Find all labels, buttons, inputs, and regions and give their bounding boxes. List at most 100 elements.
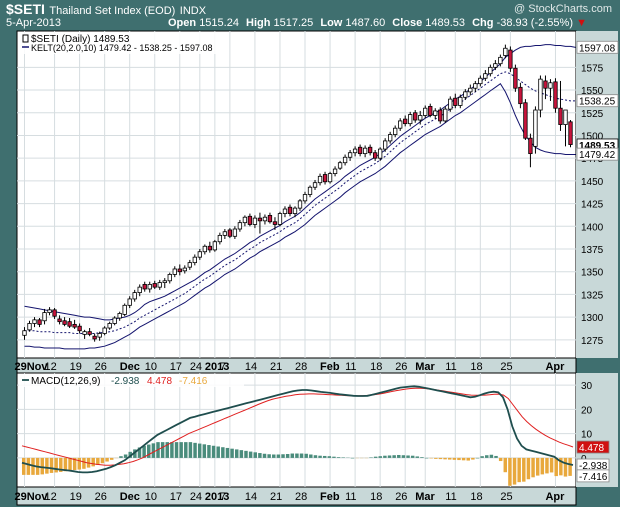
candle-up <box>137 286 142 293</box>
x-tick-label: 11 <box>445 361 456 373</box>
x-tick-label: 19 <box>70 361 82 373</box>
macd-histogram-bar <box>420 457 424 458</box>
macd-histogram-bar <box>174 442 179 458</box>
macd-histogram-bar <box>383 455 387 458</box>
macd-histogram-bar <box>119 456 123 458</box>
macd-histogram-bar <box>461 457 466 461</box>
macd-histogram-bar <box>447 457 452 460</box>
close-label: Close <box>392 17 423 29</box>
x-tick-label: Dec <box>120 361 140 373</box>
candle-down <box>523 102 528 139</box>
candle-up <box>563 109 568 125</box>
open-value: 1515.24 <box>199 17 239 29</box>
macd-histogram-bar <box>230 448 234 458</box>
keltner-upper-line <box>24 44 576 321</box>
candle-up <box>337 162 343 169</box>
chg-value: -38.93 (-2.55%) <box>496 17 573 29</box>
macd-histogram-bar <box>503 457 508 473</box>
open-label: Open <box>168 17 197 29</box>
macd-histogram-bar <box>35 457 40 475</box>
candle-up <box>167 274 172 282</box>
high-label: High <box>246 17 271 29</box>
x-tick-label: Apr <box>545 491 565 503</box>
macd-histogram-bar <box>40 457 44 475</box>
x-tick-label: Mar <box>415 361 435 373</box>
candle-up <box>538 78 543 111</box>
price-tick-label: 1525 <box>581 109 604 120</box>
macd-histogram-bar <box>410 455 415 458</box>
price-tick-label: 1475 <box>581 154 604 165</box>
candle-up <box>162 280 167 284</box>
x-tick-label: 26 <box>95 361 107 373</box>
candle-down <box>513 67 518 89</box>
x-axis-band-top <box>16 357 577 374</box>
candle-up <box>157 282 162 288</box>
macd-value-label: -2.938 <box>579 461 608 472</box>
candle-down <box>247 215 253 225</box>
candle-up <box>307 186 313 195</box>
x-tick-label: 28 <box>295 491 307 503</box>
macd-histogram-bar <box>151 443 156 458</box>
macd-histogram-bar <box>272 454 276 458</box>
candle-down <box>227 229 233 237</box>
candle-down <box>413 112 418 121</box>
price-tick-label: 1550 <box>581 86 604 97</box>
macd-histogram-bar <box>49 457 54 473</box>
macd-histogram-bar <box>526 457 531 480</box>
macd-histogram-bar <box>554 457 558 477</box>
x-tick-label: Apr <box>545 361 565 373</box>
macd-histogram-bar <box>26 457 31 475</box>
candle-up <box>22 330 27 336</box>
macd-histogram-bar <box>415 456 420 458</box>
macd-histogram-bar <box>485 455 489 458</box>
candle-up <box>102 327 107 334</box>
macd-histogram-bar <box>327 456 332 458</box>
macd-histogram-bar <box>258 453 262 458</box>
candle-up <box>433 110 438 116</box>
price-tick-label: 1275 <box>581 336 604 347</box>
macd-histogram-bar <box>563 457 568 477</box>
macd-histogram-bar <box>262 453 267 458</box>
candle-up <box>212 241 218 251</box>
x-tick-label: Feb <box>320 361 340 373</box>
macd-histogram-bar <box>225 447 230 458</box>
macd-histogram-bar <box>545 457 549 474</box>
price-tick-label: 1425 <box>581 200 604 211</box>
candle-up <box>533 109 538 147</box>
down-arrow-icon: ▼ <box>576 17 587 29</box>
candle-up <box>362 147 368 155</box>
macd-histogram-bar <box>276 454 281 458</box>
macd-histogram-bar <box>392 455 396 458</box>
macd-histogram-bar <box>100 457 105 464</box>
low-label: Low <box>320 17 343 29</box>
candle-down <box>87 331 92 335</box>
x-tick-label: 25 <box>500 361 512 373</box>
x-tick-label: 24 <box>190 491 202 503</box>
candle-up <box>388 134 393 142</box>
macd-histogram-bar <box>290 453 295 458</box>
candle-down <box>257 217 263 222</box>
candle-down <box>372 152 378 159</box>
candle-up <box>498 56 503 65</box>
x-tick-label: 29Nov <box>15 491 49 503</box>
macd-histogram-bar <box>522 457 526 482</box>
macd-histogram-bar <box>531 457 535 478</box>
chart-header: $SETI Thailand Set Index (EOD) INDX <box>6 1 206 19</box>
macd-histogram-bar <box>105 457 109 462</box>
macd-histogram-bar <box>299 453 304 458</box>
candle-up <box>302 194 308 202</box>
candle-up <box>117 313 122 319</box>
candle-down <box>403 118 408 125</box>
macd-histogram-bar <box>559 457 563 476</box>
macd-histogram-bar <box>295 453 299 458</box>
candle-down <box>177 268 182 273</box>
candle-down <box>287 206 293 214</box>
candle-up <box>192 256 197 264</box>
candle-up <box>42 312 47 322</box>
macd-histogram-bar <box>133 449 137 458</box>
candle-up <box>32 319 37 324</box>
x-tick-label: 2013 <box>205 491 229 503</box>
candle-up <box>187 262 192 268</box>
x-axis-band-bottom <box>16 486 577 506</box>
macd-histogram-bar <box>184 442 188 458</box>
